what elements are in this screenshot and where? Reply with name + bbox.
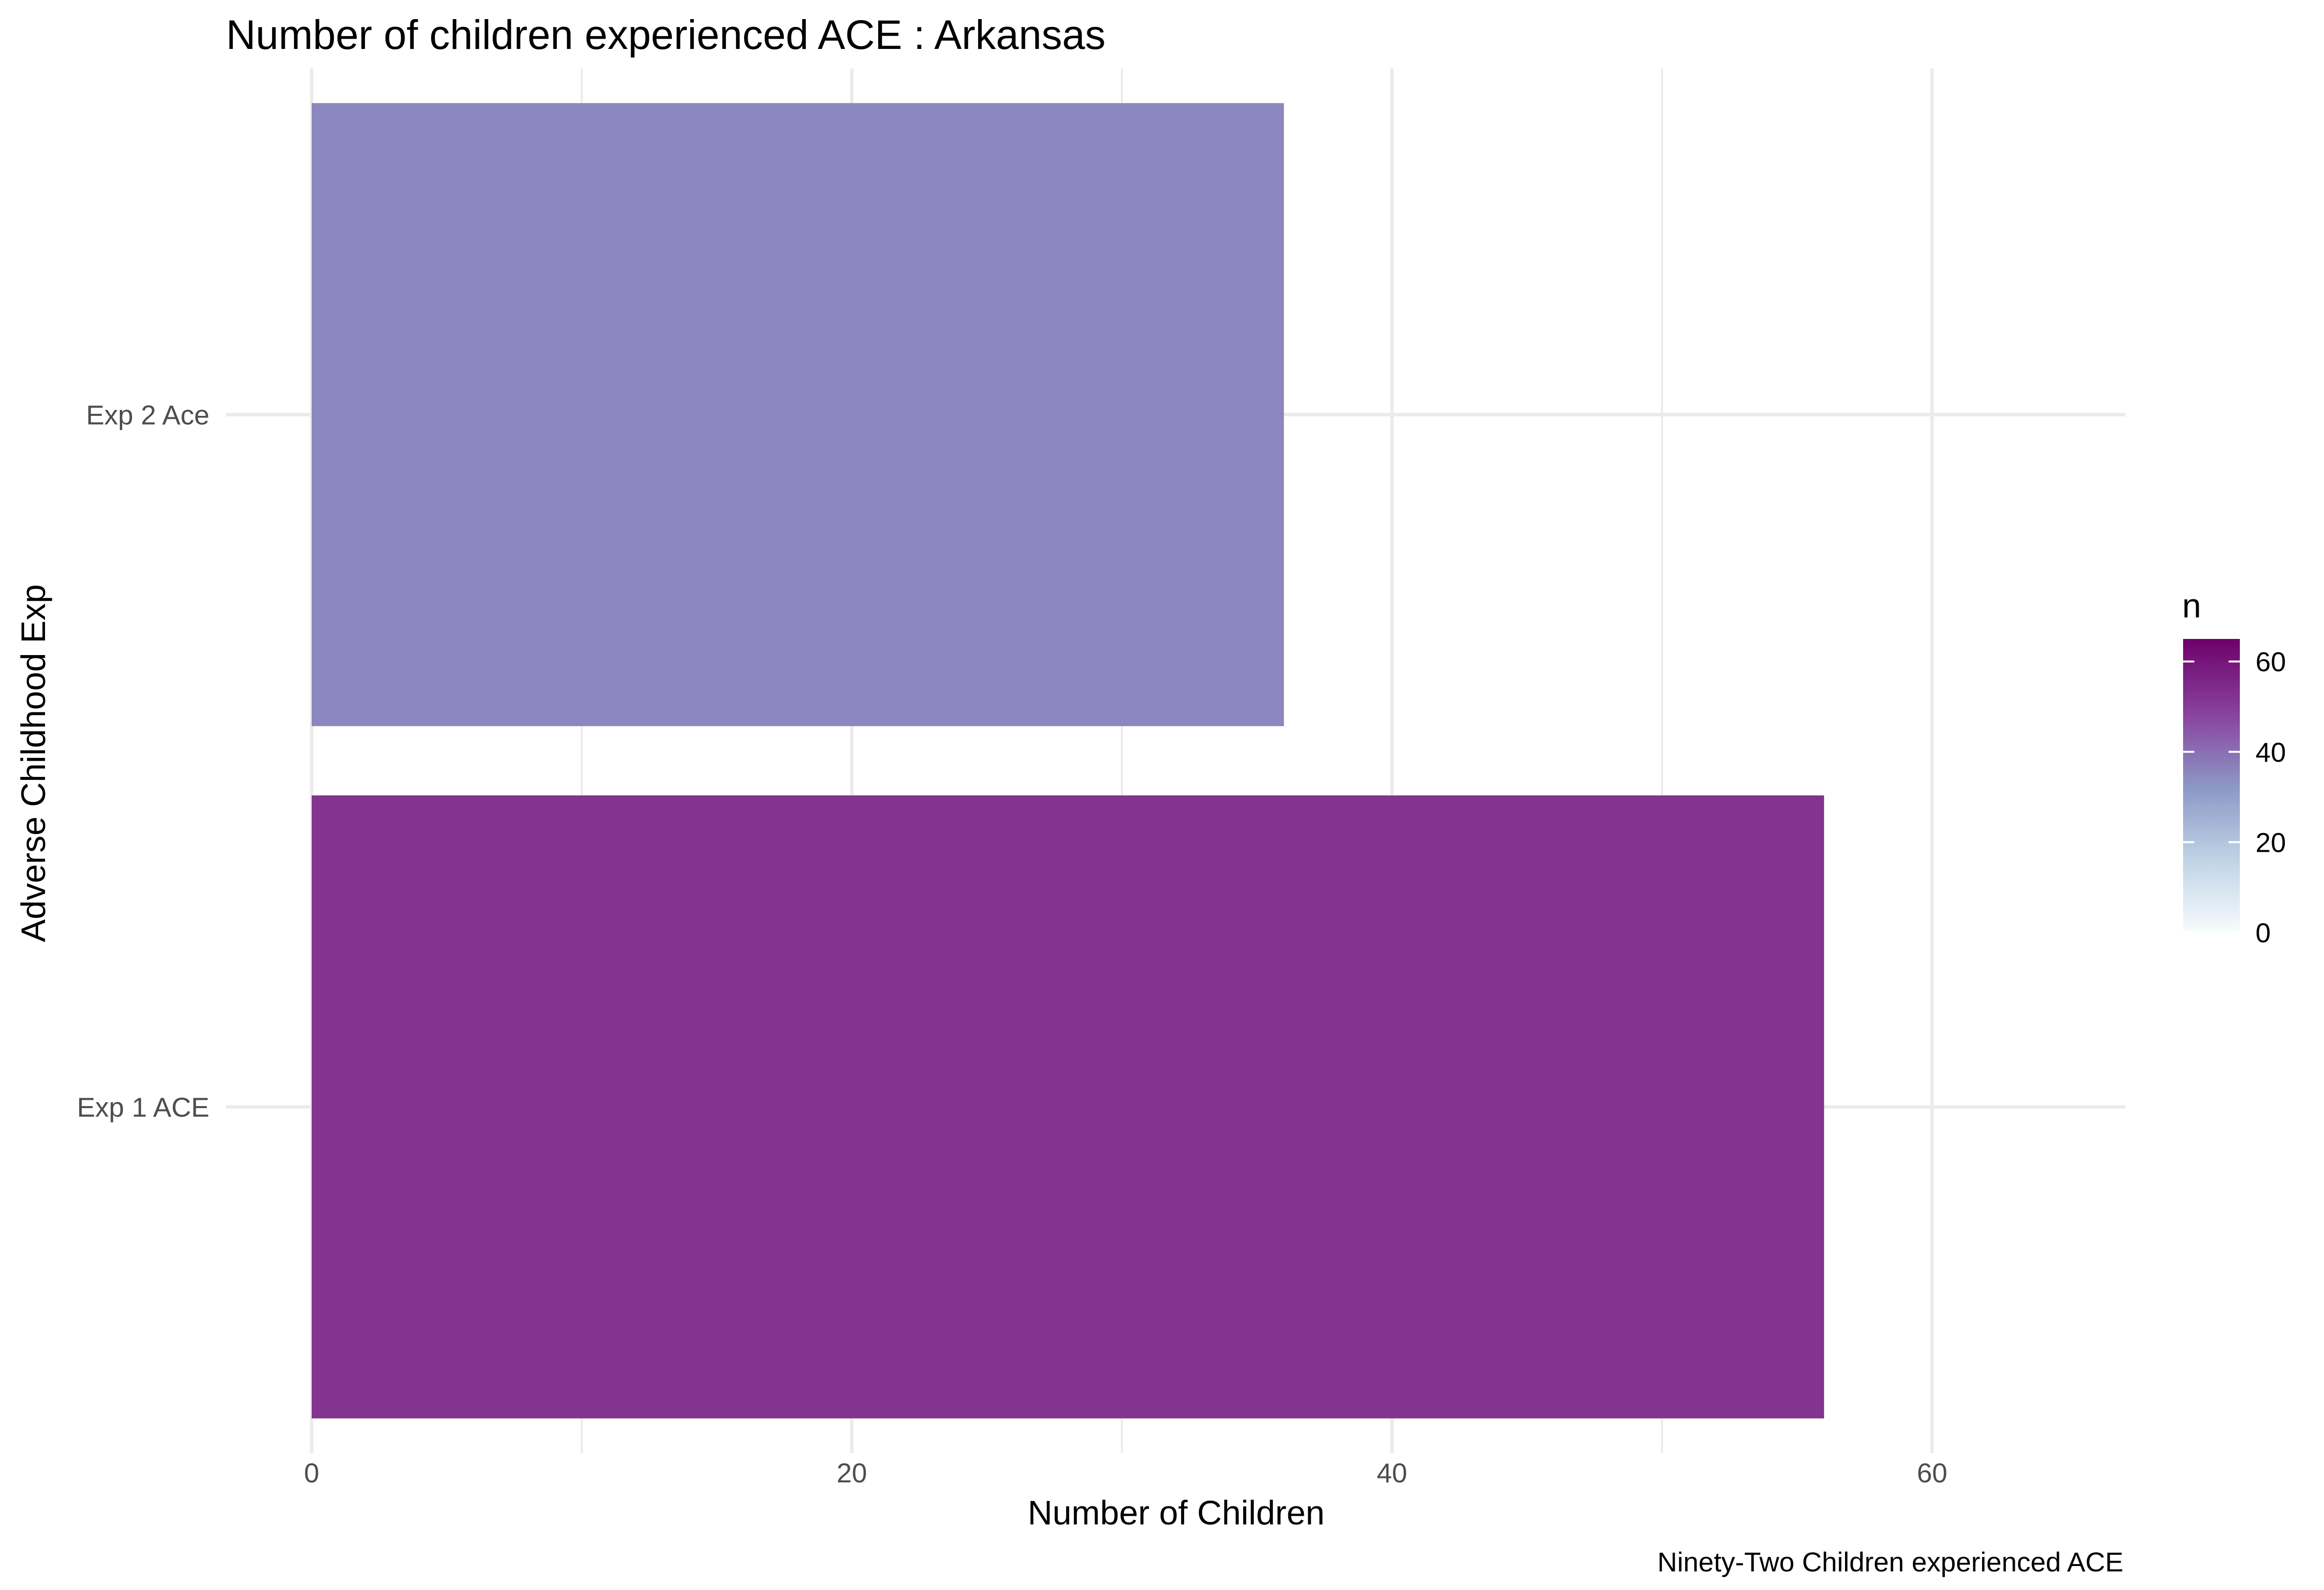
bar-exp-2-ace bbox=[312, 103, 1284, 727]
legend: n 0 20 40 60 bbox=[2182, 587, 2286, 948]
x-tick-label: 40 bbox=[1377, 1457, 1407, 1488]
legend-title: n bbox=[2182, 587, 2201, 625]
legend-colorbar bbox=[2183, 639, 2240, 932]
bars bbox=[312, 103, 1824, 1419]
x-tick-label: 0 bbox=[304, 1457, 319, 1488]
x-axis-ticks: 0 20 40 60 bbox=[304, 1457, 1947, 1488]
legend-ticks: 0 20 40 60 bbox=[2183, 646, 2286, 948]
x-tick-label: 20 bbox=[837, 1457, 867, 1488]
y-axis-title: Adverse Childhood Exp bbox=[14, 584, 52, 942]
bar-exp-1-ace bbox=[312, 795, 1824, 1419]
y-axis-ticks: Exp 1 ACE Exp 2 Ace bbox=[77, 400, 209, 1123]
x-tick-label: 60 bbox=[1917, 1457, 1947, 1488]
legend-tick-label: 20 bbox=[2256, 827, 2286, 858]
caption: Ninety-Two Children experienced ACE bbox=[1658, 1546, 2123, 1577]
y-tick-label: Exp 1 ACE bbox=[77, 1092, 209, 1123]
chart-title: Number of children experienced ACE : Ark… bbox=[226, 12, 1106, 58]
y-tick-label: Exp 2 Ace bbox=[86, 400, 209, 431]
legend-tick-label: 40 bbox=[2256, 737, 2286, 768]
legend-tick-label: 0 bbox=[2256, 917, 2271, 948]
legend-tick-label: 60 bbox=[2256, 646, 2286, 677]
x-axis-title: Number of Children bbox=[1028, 1494, 1325, 1532]
